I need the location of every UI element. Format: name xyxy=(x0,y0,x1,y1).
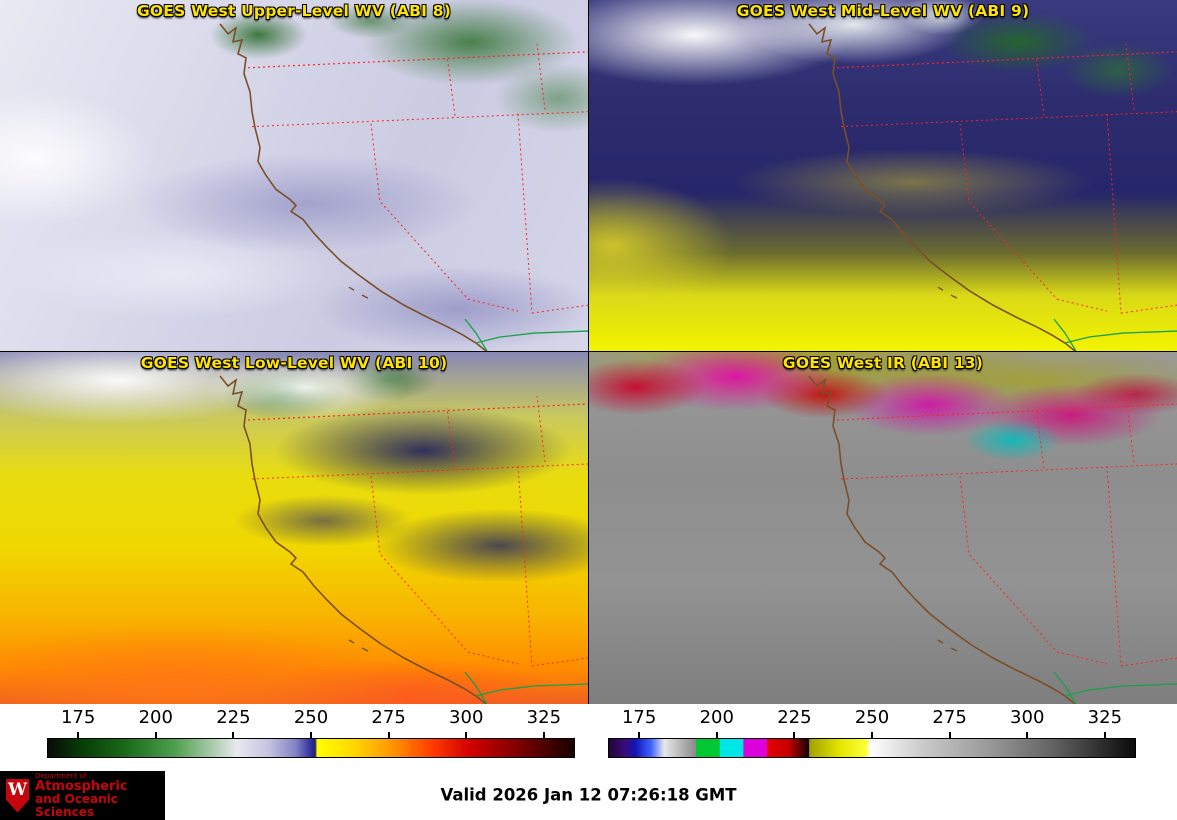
wv-colorbar: 175 200 225 250 275 300 325 xyxy=(47,706,575,770)
colorbar-tick-label: 325 xyxy=(1087,707,1123,728)
panel-upper-level-wv: GOES West Upper-Level WV (ABI 8) xyxy=(0,0,588,351)
panel-mid-level-wv: GOES West Mid-Level WV (ABI 9) xyxy=(589,0,1177,351)
ir-colorbar: 175 200 225 250 275 300 325 xyxy=(608,706,1136,770)
colorbar-tick-label: 250 xyxy=(293,707,329,728)
valid-time-label: Valid 2026 Jan 12 07:26:18 GMT xyxy=(440,785,737,805)
ir-colorbar-labels: 175 200 225 250 275 300 325 xyxy=(608,706,1136,732)
logo-oceanic-sciences: and Oceanic Sciences xyxy=(35,792,118,819)
panel-ir: GOES West IR (ABI 13) xyxy=(589,352,1177,704)
panel-low-level-wv: GOES West Low-Level WV (ABI 10) xyxy=(0,352,588,704)
colorbar-tick-label: 200 xyxy=(699,707,734,728)
map-boundaries-overlay xyxy=(808,23,1177,351)
logo-text: Department of Atmospheric and Oceanic Sc… xyxy=(35,771,165,819)
colorbar-tick-label: 225 xyxy=(216,707,251,728)
panel-title-abi13: GOES West IR (ABI 13) xyxy=(782,354,984,372)
colorbar-tick-label: 250 xyxy=(854,707,890,728)
map-boundaries-overlay xyxy=(219,375,588,704)
colorbar-row: 175 200 225 250 275 300 325 175 200 225 … xyxy=(0,704,1177,770)
colorbar-tick-label: 300 xyxy=(1010,707,1045,728)
footer: W Department of Atmospheric and Oceanic … xyxy=(0,770,1177,820)
colorbar-tick-label: 275 xyxy=(932,707,967,728)
colorbar-tick-label: 300 xyxy=(449,707,484,728)
wv-colorbar-gradient xyxy=(47,738,575,758)
panel-title-abi9: GOES West Mid-Level WV (ABI 9) xyxy=(736,2,1030,20)
wv-colorbar-labels: 175 200 225 250 275 300 325 xyxy=(47,706,575,732)
colorbar-tick-label: 200 xyxy=(138,707,173,728)
ir-colorbar-ticks xyxy=(608,732,1136,738)
uw-aos-logo: W Department of Atmospheric and Oceanic … xyxy=(0,771,165,820)
colorbar-tick-label: 325 xyxy=(526,707,562,728)
map-boundaries-overlay xyxy=(808,375,1177,704)
panel-title-abi10: GOES West Low-Level WV (ABI 10) xyxy=(140,354,448,372)
panel-title-abi8: GOES West Upper-Level WV (ABI 8) xyxy=(136,2,452,20)
map-boundaries-overlay xyxy=(219,23,588,351)
ir-colorbar-gradient xyxy=(608,738,1136,758)
logo-atmospheric: Atmospheric xyxy=(35,778,128,794)
logo-department-of: Department of xyxy=(35,771,87,780)
crest-letter: W xyxy=(8,779,28,800)
uw-crest-icon: W xyxy=(6,778,30,813)
wv-colorbar-ticks xyxy=(47,732,575,738)
colorbar-tick-label: 175 xyxy=(621,707,657,728)
colorbar-tick-label: 275 xyxy=(371,707,406,728)
colorbar-tick-label: 175 xyxy=(60,707,96,728)
colorbar-tick-label: 225 xyxy=(777,707,812,728)
satellite-quad-grid: GOES West Upper-Level WV (ABI 8) GOES We… xyxy=(0,0,1177,704)
